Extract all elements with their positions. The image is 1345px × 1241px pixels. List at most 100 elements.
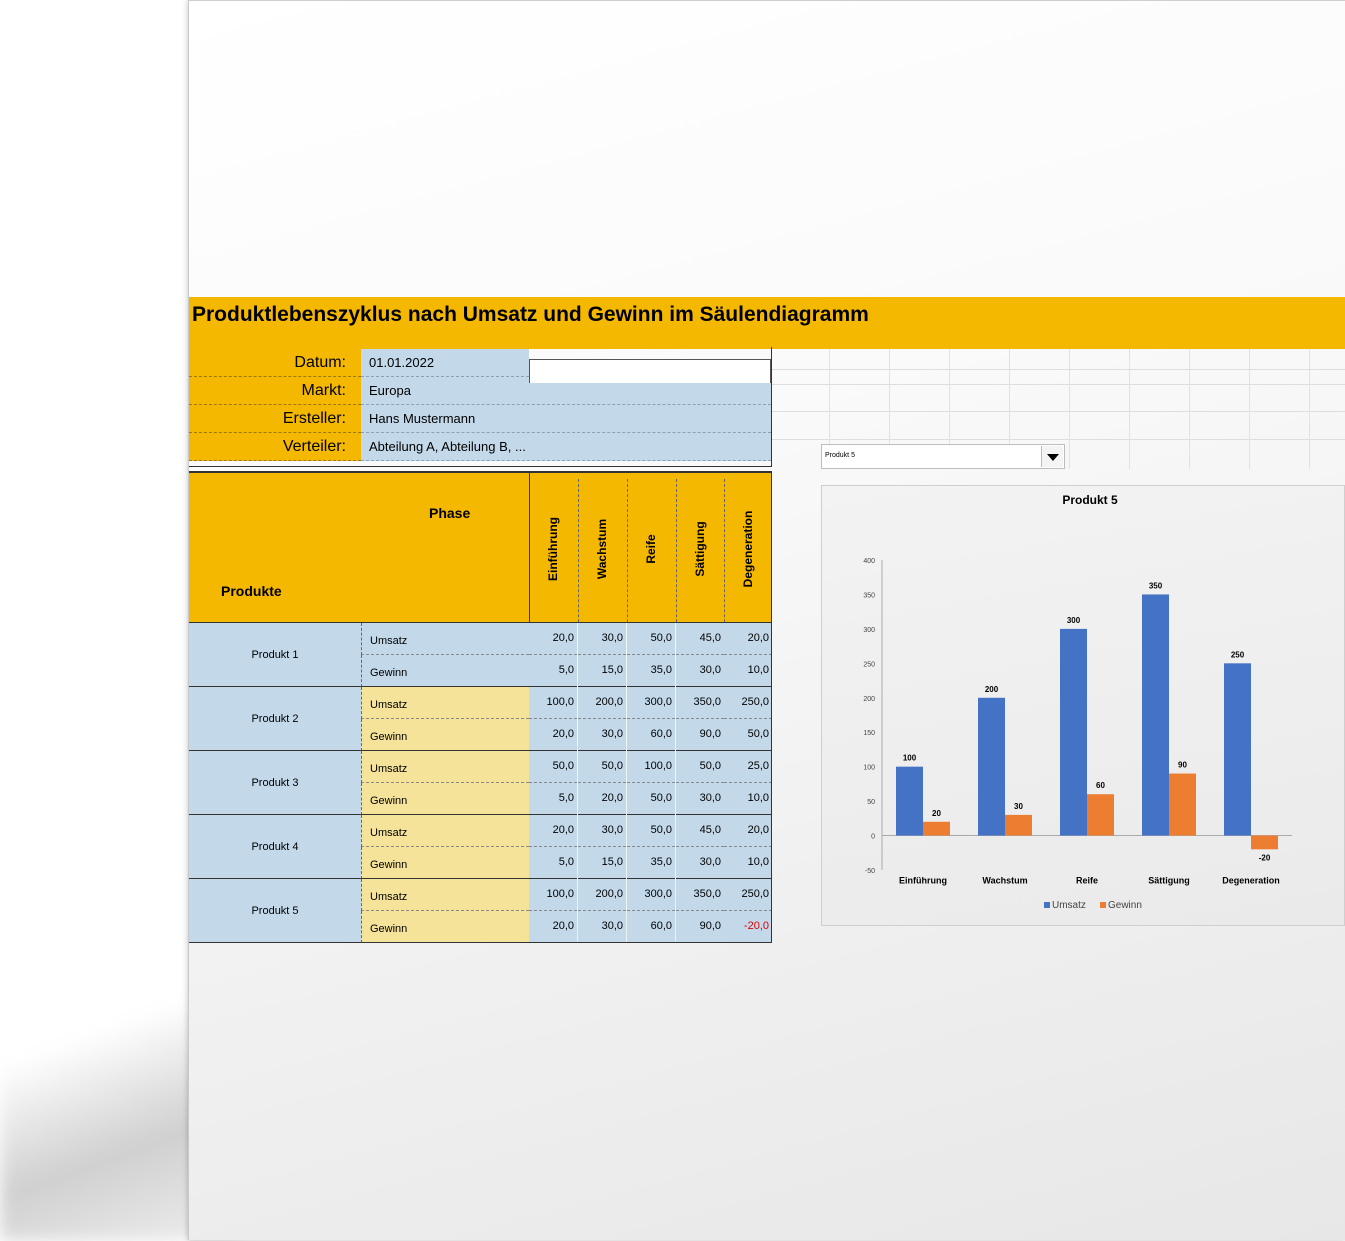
value-cell[interactable]: 90,0: [676, 911, 724, 943]
value-cell[interactable]: 100,0: [529, 687, 577, 719]
bar-gewinn: [923, 821, 950, 836]
value-cell[interactable]: 35,0: [627, 847, 675, 879]
product-name: Produkt 3: [189, 751, 361, 815]
value-cell[interactable]: 45,0: [676, 815, 724, 847]
bar-umsatz: [1060, 628, 1087, 836]
row-type-label: Umsatz: [361, 751, 529, 783]
value-cell[interactable]: 200,0: [578, 879, 626, 911]
value-cell[interactable]: 30,0: [578, 911, 626, 943]
value-cell[interactable]: 300,0: [627, 879, 675, 911]
value-cell[interactable]: 50,0: [676, 751, 724, 783]
info-value[interactable]: Hans Mustermann: [361, 405, 771, 433]
value-cell[interactable]: -20,0: [724, 911, 772, 943]
bar-gewinn: [1251, 835, 1278, 850]
value-cell[interactable]: 45,0: [676, 623, 724, 655]
data-label: 20: [932, 809, 941, 818]
value-cell[interactable]: 25,0: [724, 751, 772, 783]
value-cell[interactable]: 30,0: [676, 783, 724, 815]
gridline: [1129, 349, 1130, 469]
value-cell[interactable]: 20,0: [724, 815, 772, 847]
title-bar: [189, 297, 1345, 349]
value-cell[interactable]: 30,0: [578, 623, 626, 655]
y-tick-label: -50: [865, 868, 875, 875]
value-cell[interactable]: 30,0: [676, 655, 724, 687]
value-cell[interactable]: 30,0: [578, 815, 626, 847]
value-cell[interactable]: 100,0: [627, 751, 675, 783]
value-cell[interactable]: 20,0: [529, 719, 577, 751]
info-label: Verteiler:: [189, 433, 361, 461]
value-cell[interactable]: 50,0: [627, 783, 675, 815]
value-cell[interactable]: 50,0: [627, 623, 675, 655]
value-cell[interactable]: 5,0: [529, 655, 577, 687]
dropdown-selected-value: Produkt 5: [825, 452, 855, 459]
row-type-label: Umsatz: [361, 879, 529, 911]
value-cell[interactable]: 100,0: [529, 879, 577, 911]
value-cell[interactable]: 5,0: [529, 847, 577, 879]
value-cell[interactable]: 5,0: [529, 783, 577, 815]
bar-umsatz: [896, 766, 923, 836]
value-cell[interactable]: 30,0: [676, 847, 724, 879]
value-cell[interactable]: 20,0: [529, 623, 577, 655]
gridline: [949, 349, 950, 469]
info-label: Ersteller:: [189, 405, 361, 433]
product-name: Produkt 1: [189, 623, 361, 687]
value-cell[interactable]: 200,0: [578, 687, 626, 719]
value-cell[interactable]: 60,0: [627, 911, 675, 943]
gridline: [829, 349, 830, 469]
y-tick-label: 0: [871, 834, 875, 841]
column-chart: Produkt 5 -50 0 50 100 150 200 250 300 350 400 100 2…: [863, 493, 1292, 911]
value-cell[interactable]: 350,0: [676, 687, 724, 719]
row-type-label: Gewinn: [361, 719, 529, 751]
value-cell[interactable]: 50,0: [724, 719, 772, 751]
value-cell[interactable]: 90,0: [676, 719, 724, 751]
value-cell[interactable]: 20,0: [529, 815, 577, 847]
x-tick-label: Degeneration: [1222, 876, 1280, 886]
value-cell[interactable]: 20,0: [578, 783, 626, 815]
row-type-label: Gewinn: [361, 847, 529, 879]
value-cell[interactable]: 250,0: [724, 879, 772, 911]
info-value[interactable]: 01.01.2022: [361, 349, 529, 377]
info-value-empty[interactable]: [529, 359, 771, 383]
gridline: [889, 349, 890, 469]
row-type-label: Gewinn: [361, 783, 529, 815]
value-cell[interactable]: 30,0: [578, 719, 626, 751]
value-cell[interactable]: 10,0: [724, 655, 772, 687]
legend-swatch-umsatz: [1044, 902, 1050, 908]
value-cell[interactable]: 50,0: [529, 751, 577, 783]
value-cell[interactable]: 50,0: [627, 815, 675, 847]
gridline: [772, 411, 1345, 412]
value-cell[interactable]: 20,0: [529, 911, 577, 943]
value-cell[interactable]: 10,0: [724, 783, 772, 815]
y-tick-label: 50: [867, 799, 875, 806]
value-cell[interactable]: 10,0: [724, 847, 772, 879]
triangle-down-icon: [1047, 454, 1059, 461]
dropdown-button[interactable]: [1041, 446, 1063, 467]
gridline: [772, 384, 1345, 385]
value-cell[interactable]: 50,0: [578, 751, 626, 783]
value-cell[interactable]: 35,0: [627, 655, 675, 687]
gridline: [772, 439, 1345, 440]
value-cell[interactable]: 300,0: [627, 687, 675, 719]
product-dropdown[interactable]: Produkt 5: [821, 444, 1065, 469]
data-label: 100: [903, 754, 917, 763]
value-cell[interactable]: 60,0: [627, 719, 675, 751]
products-header: Produkte: [221, 583, 282, 599]
value-cell[interactable]: 350,0: [676, 879, 724, 911]
info-label: Markt:: [189, 377, 361, 405]
value-cell[interactable]: 15,0: [578, 655, 626, 687]
value-cell[interactable]: 20,0: [724, 623, 772, 655]
gridline: [1009, 349, 1010, 469]
value-cell[interactable]: 15,0: [578, 847, 626, 879]
gridline: [1069, 349, 1070, 469]
bar-gewinn: [1087, 794, 1114, 836]
gridline: [772, 369, 1345, 370]
info-value[interactable]: Abteilung A, Abteilung B, ...: [361, 433, 771, 461]
product-name: Produkt 5: [189, 879, 361, 943]
y-tick-label: 350: [863, 592, 875, 599]
value-cell[interactable]: 250,0: [724, 687, 772, 719]
row-type-label: Gewinn: [361, 655, 529, 687]
row-type-label: Umsatz: [361, 687, 529, 719]
data-label: 250: [1231, 650, 1245, 659]
gridline: [1249, 349, 1250, 469]
table-frame: [189, 471, 772, 943]
